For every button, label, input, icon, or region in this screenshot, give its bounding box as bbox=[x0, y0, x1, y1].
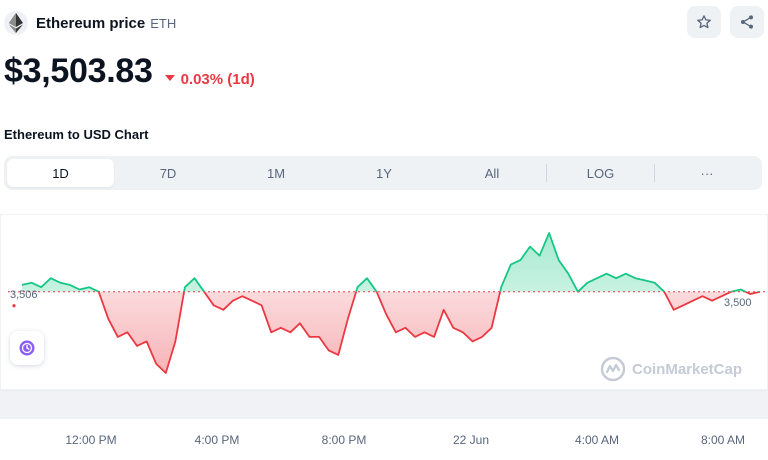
tab-divider bbox=[654, 164, 655, 182]
tab-log[interactable]: LOG bbox=[586, 165, 615, 181]
coinmarketcap-logo-icon bbox=[600, 356, 626, 382]
timeframe-tabs: 1D 7D 1M 1Y All LOG ··· bbox=[4, 156, 762, 190]
tab-all[interactable]: All bbox=[484, 165, 500, 181]
chart-heading: Ethereum to USD Chart bbox=[4, 127, 149, 142]
share-icon bbox=[741, 15, 753, 29]
tab-1y[interactable]: 1Y bbox=[376, 165, 392, 181]
x-axis-label: 22 Jun bbox=[452, 433, 490, 447]
x-axis-label: 4:00 AM bbox=[574, 433, 620, 447]
price-line-below bbox=[96, 291, 761, 374]
price-line-above bbox=[21, 232, 761, 292]
tab-more[interactable]: ··· bbox=[700, 165, 714, 181]
x-axis-label: 12:00 PM bbox=[65, 433, 117, 447]
price-change-value: 0.03% (1d) bbox=[180, 70, 255, 88]
price-row: $3,503.83 0.03% (1d) bbox=[4, 52, 255, 91]
x-axis-label: 8:00 AM bbox=[700, 433, 746, 447]
tab-1m[interactable]: 1M bbox=[266, 165, 286, 181]
history-clock-icon bbox=[19, 340, 35, 356]
price-chart[interactable] bbox=[0, 214, 768, 460]
ethereum-diamond-icon bbox=[4, 11, 28, 35]
price-chart-svg bbox=[0, 214, 768, 419]
tab-1d[interactable]: 1D bbox=[7, 159, 114, 187]
coinmarketcap-watermark: CoinMarketCap bbox=[600, 356, 742, 382]
area-below-baseline bbox=[22, 291, 760, 373]
share-button[interactable] bbox=[730, 6, 764, 38]
volume-band bbox=[0, 390, 768, 418]
caret-down-icon bbox=[164, 75, 175, 81]
coin-header: Ethereum price ETH bbox=[4, 6, 764, 38]
tab-divider bbox=[546, 164, 547, 182]
current-price: $3,503.83 bbox=[4, 52, 153, 90]
price-change: 0.03% (1d) bbox=[164, 70, 255, 88]
x-axis-label: 4:00 PM bbox=[194, 433, 240, 447]
reference-price-left: 3,506 bbox=[10, 289, 38, 301]
baseline-marker bbox=[12, 304, 16, 308]
coin-name: Ethereum price bbox=[36, 14, 146, 32]
watermark-text: CoinMarketCap bbox=[632, 360, 743, 378]
x-axis-label: 8:00 PM bbox=[321, 433, 367, 447]
tab-7d[interactable]: 7D bbox=[159, 165, 177, 181]
watchlist-star-button[interactable] bbox=[687, 6, 721, 38]
coin-symbol: ETH bbox=[150, 15, 177, 31]
reference-price-right: 3,500 bbox=[724, 297, 752, 309]
history-button[interactable] bbox=[10, 331, 44, 365]
star-outline-icon bbox=[697, 15, 711, 29]
